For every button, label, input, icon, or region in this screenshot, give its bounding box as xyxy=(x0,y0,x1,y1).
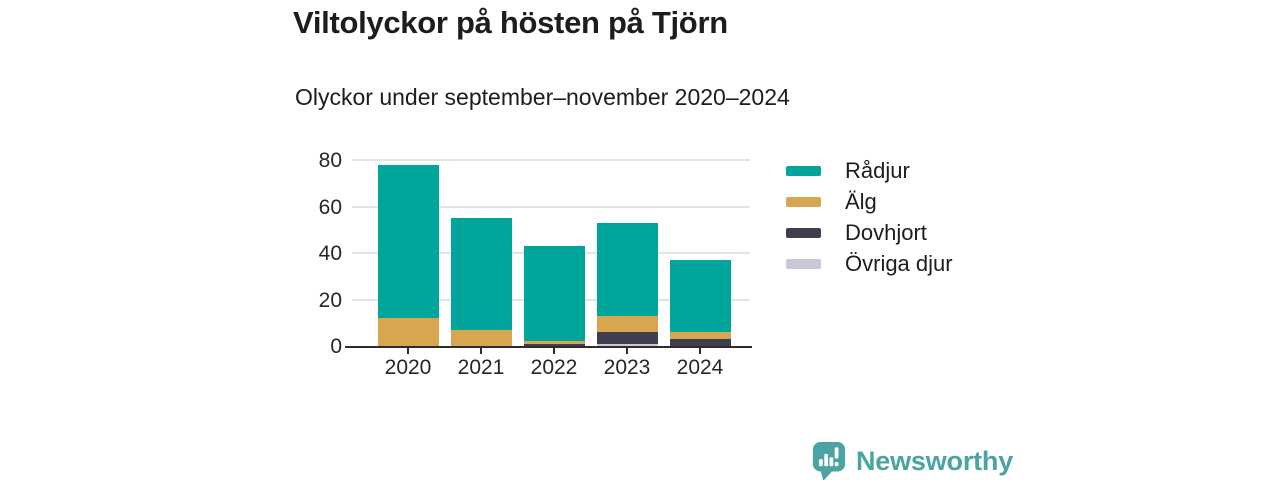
legend-item-Övriga djur: Övriga djur xyxy=(786,251,953,276)
legend-swatch xyxy=(786,166,821,176)
bar-segment-2020-Rådjur xyxy=(377,165,439,319)
newsworthy-logo-text: Newsworthy xyxy=(856,445,1014,476)
bar-segment-2024-Rådjur xyxy=(669,260,731,333)
y-axis-tick-label: 60 xyxy=(318,195,342,219)
chart-subtitle: Olyckor under september–november 2020–20… xyxy=(295,84,790,110)
bar-segment-2023-Rådjur xyxy=(596,223,658,316)
bar-segment-2023-Älg xyxy=(596,315,658,333)
bar-segment-2021-Älg xyxy=(450,329,512,346)
y-axis-tick-label: 0 xyxy=(330,335,342,358)
y-gridline xyxy=(352,205,750,208)
y-axis-tick-label: 40 xyxy=(318,242,342,266)
legend-label: Dovhjort xyxy=(845,220,927,245)
x-axis-tick-label: 2023 xyxy=(603,356,651,379)
legend-item-Älg: Älg xyxy=(786,189,953,214)
chart-legend: Rådjur Älg Dovhjort Övriga djur xyxy=(786,158,953,284)
x-axis-tick xyxy=(480,348,482,354)
x-axis-tick xyxy=(407,348,409,354)
x-axis-tick-label: 2021 xyxy=(457,356,505,379)
legend-item-Rådjur: Rådjur xyxy=(786,158,953,183)
bar-segment-2024-Dovhjort xyxy=(669,339,731,346)
bar-segment-2022-Rådjur xyxy=(523,246,585,342)
x-axis-tick-label: 2022 xyxy=(530,356,578,379)
legend-swatch xyxy=(786,259,821,269)
newsworthy-logo: Newsworthy xyxy=(810,441,1013,480)
x-axis-tick xyxy=(699,348,701,354)
legend-label: Rådjur xyxy=(845,158,910,183)
bar-segment-2023-Övriga djur xyxy=(596,343,658,346)
legend-label: Övriga djur xyxy=(845,251,953,276)
legend-item-Dovhjort: Dovhjort xyxy=(786,220,953,245)
bar-segment-2023-Dovhjort xyxy=(596,332,658,344)
x-axis-tick-label: 2024 xyxy=(676,356,724,379)
y-axis-tick-label: 20 xyxy=(318,288,342,312)
legend-swatch xyxy=(786,228,821,238)
legend-label: Älg xyxy=(845,189,877,214)
chart-title: Viltolyckor på hösten på Tjörn xyxy=(293,5,728,40)
bar-segment-2022-Älg xyxy=(523,341,585,344)
bar-segment-2024-Älg xyxy=(669,332,731,340)
x-axis-tick xyxy=(626,348,628,354)
x-axis-tick-label: 2020 xyxy=(384,356,432,379)
x-axis-line xyxy=(345,346,752,348)
y-axis-tick-label: 80 xyxy=(318,149,342,173)
legend-swatch xyxy=(786,197,821,207)
y-gridline xyxy=(352,159,750,162)
bar-segment-2020-Älg xyxy=(377,318,439,346)
bar-chart-speech-bubble-icon xyxy=(812,442,846,480)
bar-segment-2021-Rådjur xyxy=(450,218,512,330)
bar-segment-2022-Dovhjort xyxy=(523,343,585,346)
x-axis-tick xyxy=(553,348,555,354)
